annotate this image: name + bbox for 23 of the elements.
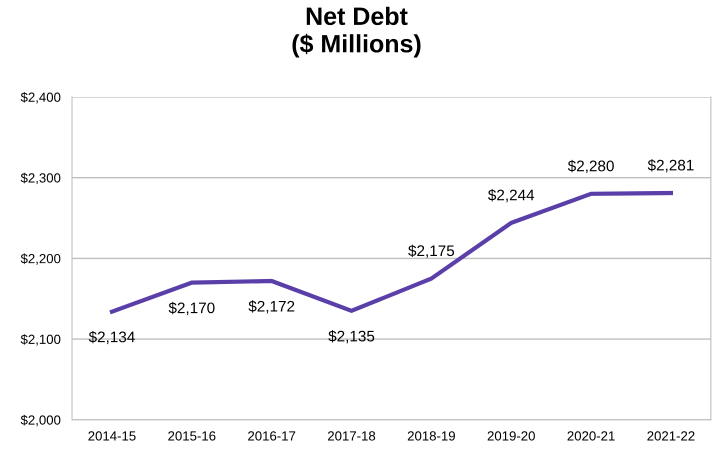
x-tick-label: 2018-19 bbox=[408, 431, 455, 441]
data-label: $2,244 bbox=[488, 188, 534, 202]
line-series bbox=[110, 190, 674, 314]
data-label: $2,175 bbox=[408, 244, 454, 258]
x-tick-label: 2017-18 bbox=[328, 431, 376, 441]
x-tick-label: 2015-16 bbox=[168, 431, 216, 441]
y-tick-label: $2,100 bbox=[20, 334, 60, 346]
x-tick-label: 2014-15 bbox=[88, 431, 136, 441]
data-label: $2,134 bbox=[88, 330, 135, 344]
data-label: $2,281 bbox=[648, 159, 694, 172]
x-tick-label: 2019-20 bbox=[488, 431, 535, 441]
data-label: $2,135 bbox=[328, 330, 374, 344]
y-tick-label: $2,300 bbox=[20, 172, 60, 184]
y-tick-label: $2,000 bbox=[20, 414, 60, 426]
data-label: $2,280 bbox=[568, 160, 614, 174]
y-tick-label: $2,400 bbox=[20, 92, 60, 104]
x-tick-label: 2016-17 bbox=[248, 431, 296, 441]
chart-title: Net Debt ($ Millions) bbox=[292, 6, 421, 58]
x-tick-label: 2020-21 bbox=[568, 431, 615, 441]
data-label: $2,170 bbox=[168, 302, 215, 316]
y-tick-label: $2,200 bbox=[20, 253, 60, 265]
data-label: $2,172 bbox=[248, 300, 294, 314]
x-tick-label: 2021-22 bbox=[647, 431, 694, 441]
